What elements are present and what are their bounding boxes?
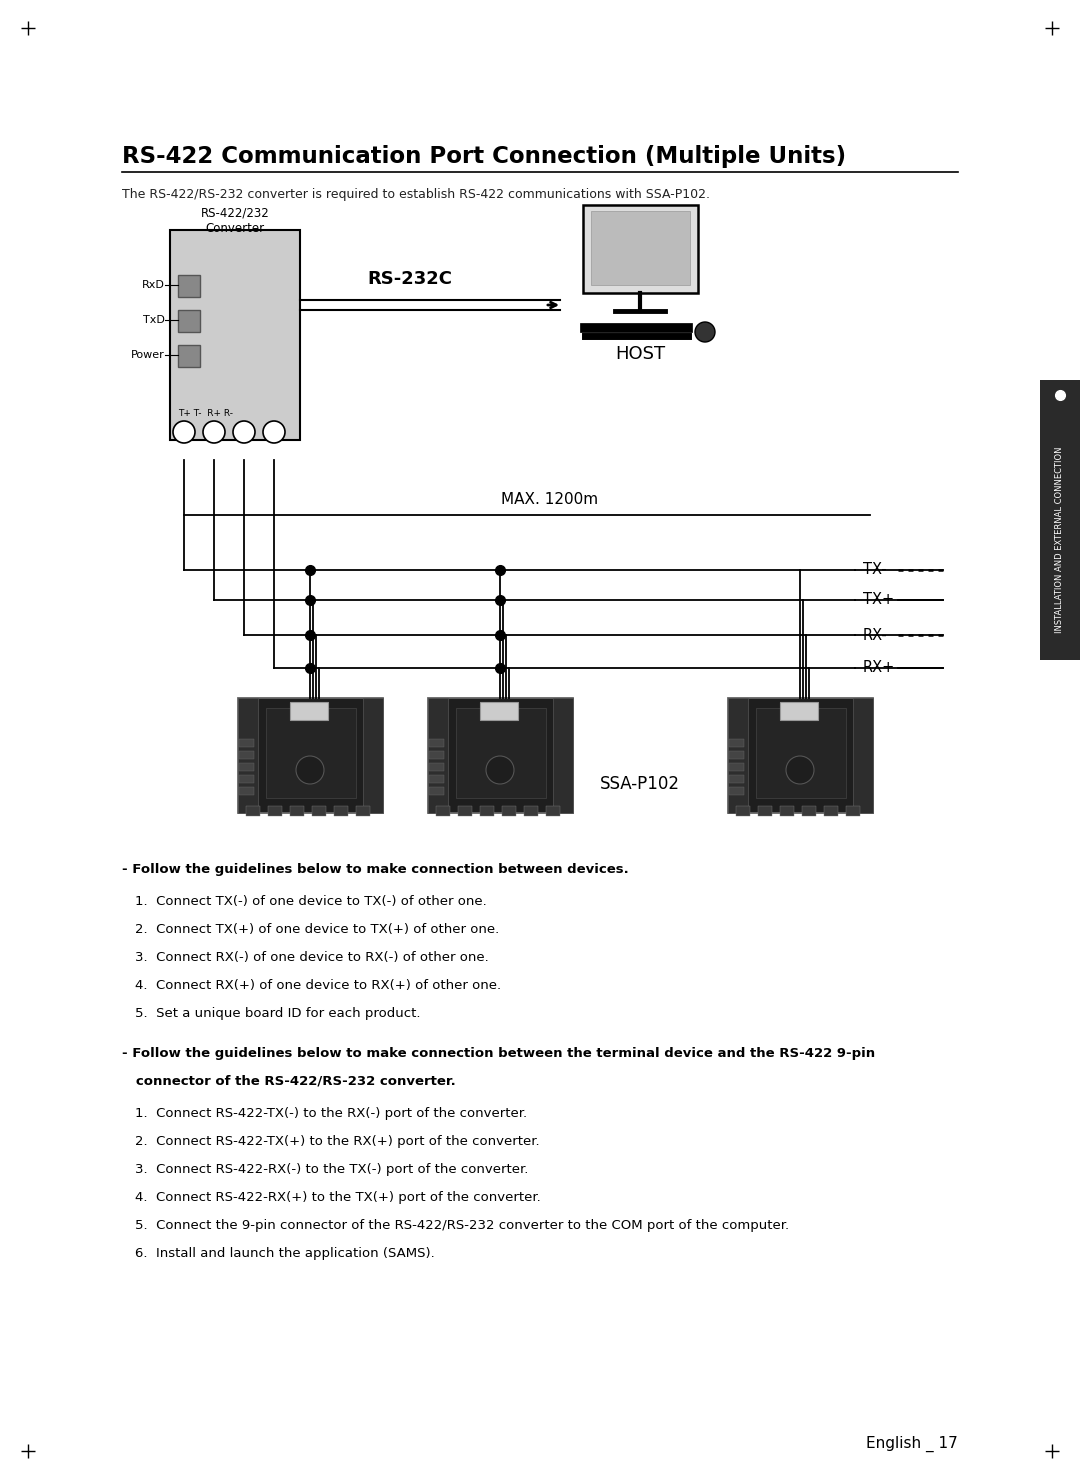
Bar bbox=[291, 806, 303, 816]
Bar bbox=[729, 763, 744, 771]
Bar bbox=[591, 211, 690, 285]
Bar bbox=[729, 775, 744, 782]
Text: 6.  Install and launch the application (SAMS).: 6. Install and launch the application (S… bbox=[135, 1247, 435, 1260]
Bar bbox=[429, 740, 444, 747]
Text: The RS-422/RS-232 converter is required to establish RS-422 communications with : The RS-422/RS-232 converter is required … bbox=[122, 188, 710, 201]
Bar bbox=[291, 703, 328, 720]
Bar bbox=[178, 275, 200, 297]
Bar bbox=[428, 698, 573, 813]
Text: English _ 17: English _ 17 bbox=[866, 1436, 958, 1452]
Text: RS-422/232: RS-422/232 bbox=[201, 207, 269, 220]
Bar bbox=[780, 806, 794, 816]
Bar bbox=[729, 751, 744, 759]
Text: TX-: TX- bbox=[863, 562, 887, 577]
Circle shape bbox=[486, 756, 514, 784]
Text: connector of the RS-422/RS-232 converter.: connector of the RS-422/RS-232 converter… bbox=[122, 1075, 456, 1089]
Bar bbox=[853, 698, 873, 813]
Bar bbox=[429, 775, 444, 782]
Bar bbox=[583, 206, 698, 293]
Text: RxD: RxD bbox=[143, 280, 165, 290]
Text: 5.  Connect the 9-pin connector of the RS-422/RS-232 converter to the COM port o: 5. Connect the 9-pin connector of the RS… bbox=[135, 1219, 789, 1232]
Text: TX+: TX+ bbox=[863, 593, 894, 608]
Circle shape bbox=[264, 422, 285, 444]
Circle shape bbox=[173, 422, 195, 444]
Bar bbox=[239, 740, 254, 747]
Circle shape bbox=[203, 422, 225, 444]
Bar bbox=[178, 311, 200, 331]
Bar bbox=[356, 806, 370, 816]
Bar bbox=[480, 703, 518, 720]
Circle shape bbox=[296, 756, 324, 784]
Bar bbox=[334, 806, 348, 816]
Bar bbox=[178, 345, 200, 367]
Bar bbox=[266, 708, 356, 799]
Text: - Follow the guidelines below to make connection between the terminal device and: - Follow the guidelines below to make co… bbox=[122, 1047, 875, 1060]
Text: SSA-P102: SSA-P102 bbox=[600, 775, 680, 793]
Bar bbox=[846, 806, 860, 816]
Bar bbox=[729, 787, 744, 796]
Text: 2.  Connect TX(+) of one device to TX(+) of other one.: 2. Connect TX(+) of one device to TX(+) … bbox=[135, 923, 499, 936]
Bar bbox=[780, 703, 818, 720]
Text: 4.  Connect RS-422-RX(+) to the TX(+) port of the converter.: 4. Connect RS-422-RX(+) to the TX(+) por… bbox=[135, 1191, 541, 1204]
Bar bbox=[429, 787, 444, 796]
Text: 1.  Connect RS-422-TX(-) to the RX(-) port of the converter.: 1. Connect RS-422-TX(-) to the RX(-) por… bbox=[135, 1106, 527, 1120]
Text: HOST: HOST bbox=[615, 345, 665, 362]
Bar bbox=[728, 698, 873, 813]
Bar bbox=[802, 806, 816, 816]
Bar bbox=[1040, 380, 1080, 660]
Text: TxD: TxD bbox=[144, 315, 165, 325]
Bar bbox=[429, 763, 444, 771]
Text: 1.  Connect TX(-) of one device to TX(-) of other one.: 1. Connect TX(-) of one device to TX(-) … bbox=[135, 895, 487, 908]
Text: T+ T-  R+ R-: T+ T- R+ R- bbox=[178, 410, 233, 419]
Text: - Follow the guidelines below to make connection between devices.: - Follow the guidelines below to make co… bbox=[122, 864, 629, 876]
Bar bbox=[546, 806, 561, 816]
Bar bbox=[758, 806, 772, 816]
Bar bbox=[246, 806, 260, 816]
Bar bbox=[238, 698, 383, 813]
Bar bbox=[239, 775, 254, 782]
Text: RS-422 Communication Port Connection (Multiple Units): RS-422 Communication Port Connection (Mu… bbox=[122, 145, 846, 169]
Bar bbox=[824, 806, 838, 816]
Circle shape bbox=[233, 422, 255, 444]
Bar bbox=[756, 708, 846, 799]
Text: Power: Power bbox=[132, 351, 165, 359]
Text: 3.  Connect RS-422-RX(-) to the TX(-) port of the converter.: 3. Connect RS-422-RX(-) to the TX(-) por… bbox=[135, 1162, 528, 1176]
Bar bbox=[456, 708, 546, 799]
Text: RX+: RX+ bbox=[863, 661, 895, 676]
Bar bbox=[502, 806, 516, 816]
Bar bbox=[239, 763, 254, 771]
Text: MAX. 1200m: MAX. 1200m bbox=[501, 493, 598, 507]
Bar bbox=[553, 698, 573, 813]
Bar bbox=[729, 740, 744, 747]
Text: INSTALLATION AND EXTERNAL CONNECTION: INSTALLATION AND EXTERNAL CONNECTION bbox=[1055, 447, 1065, 633]
Text: Converter: Converter bbox=[205, 222, 265, 235]
Text: 5.  Set a unique board ID for each product.: 5. Set a unique board ID for each produc… bbox=[135, 1007, 420, 1021]
Text: RS-232C: RS-232C bbox=[367, 271, 453, 288]
Bar bbox=[268, 806, 282, 816]
Text: 4.  Connect RX(+) of one device to RX(+) of other one.: 4. Connect RX(+) of one device to RX(+) … bbox=[135, 979, 501, 992]
Bar bbox=[728, 698, 748, 813]
Text: RX-: RX- bbox=[863, 627, 888, 642]
Bar bbox=[436, 806, 450, 816]
Bar bbox=[428, 698, 448, 813]
Bar bbox=[239, 787, 254, 796]
Bar bbox=[480, 806, 494, 816]
Bar bbox=[429, 751, 444, 759]
Circle shape bbox=[786, 756, 814, 784]
Circle shape bbox=[696, 322, 715, 342]
Bar bbox=[363, 698, 383, 813]
Text: 3.  Connect RX(-) of one device to RX(-) of other one.: 3. Connect RX(-) of one device to RX(-) … bbox=[135, 951, 489, 964]
Text: 2.  Connect RS-422-TX(+) to the RX(+) port of the converter.: 2. Connect RS-422-TX(+) to the RX(+) por… bbox=[135, 1134, 540, 1148]
Bar bbox=[524, 806, 538, 816]
Bar bbox=[170, 231, 300, 439]
Bar bbox=[239, 751, 254, 759]
Bar bbox=[238, 698, 258, 813]
Bar bbox=[458, 806, 472, 816]
Bar bbox=[735, 806, 750, 816]
Bar bbox=[312, 806, 326, 816]
